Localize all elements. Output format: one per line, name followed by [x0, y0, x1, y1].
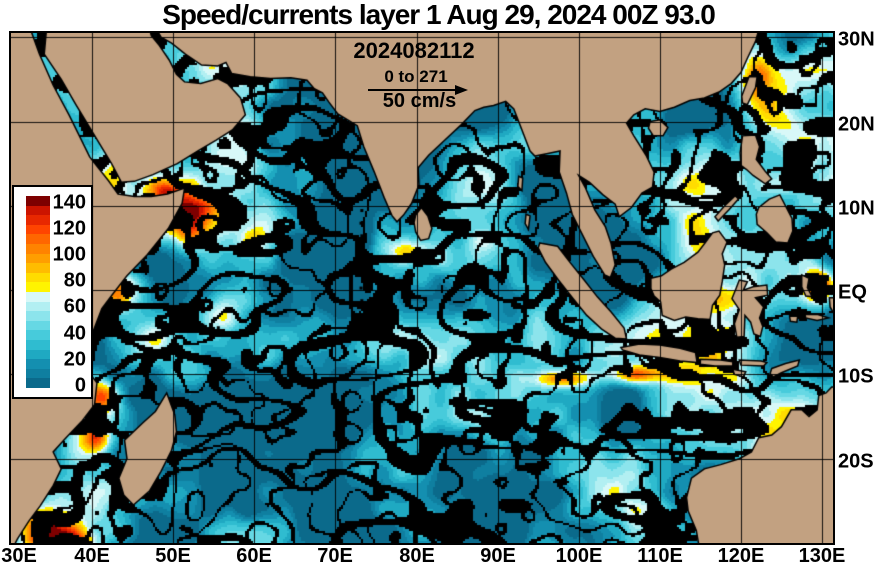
lat-label-10s: 10S: [838, 365, 874, 388]
colorbar-segment: [26, 291, 50, 302]
colorbar-segment: [26, 282, 50, 292]
lon-label-130e: 130E: [798, 545, 846, 565]
colorbar-tick: 60: [63, 295, 86, 318]
lon-label-110e: 110E: [637, 545, 683, 565]
map-canvas: [11, 33, 833, 543]
colorbar-segment: [26, 311, 50, 321]
run-timestamp: 2024082112: [353, 38, 475, 63]
colorbar-tick: 40: [63, 322, 86, 345]
lat-label-10n: 10N: [838, 197, 875, 220]
colorbar-tick: 0: [74, 374, 86, 397]
colorbar-segment: [26, 349, 50, 360]
lon-label-40e: 40E: [74, 545, 110, 565]
vector-scale-arrow-icon: [368, 85, 468, 95]
vector-scale-label: 50 cm/s: [382, 90, 457, 112]
colorbar-segment: [26, 224, 50, 235]
lat-label-20n: 20N: [838, 113, 875, 136]
colorbar-segment: [26, 243, 50, 254]
lon-label-120e: 120E: [717, 545, 765, 565]
colorbar-tick: 120: [52, 217, 86, 240]
colorbar-segment: [26, 339, 50, 350]
lon-label-60e: 60E: [236, 545, 272, 565]
lat-label-20s: 20S: [838, 450, 874, 473]
lon-label-100e: 100E: [555, 545, 603, 565]
vector-range-label: 0 to 271: [384, 67, 448, 86]
colorbar-tick: 80: [63, 269, 86, 292]
colorbar: 140 120 100 80 60 40 20 0: [12, 185, 93, 399]
map-frame: 2024082112 0 to 271 50 cm/s: [9, 31, 835, 545]
colorbar-segment: [26, 215, 50, 225]
colorbar-segment: [26, 234, 50, 244]
lon-label-30e: 30E: [1, 545, 37, 565]
colorbar-segment: [26, 196, 50, 206]
colorbar-strip: [26, 196, 50, 388]
lon-label-80e: 80E: [399, 545, 435, 565]
colorbar-segment: [26, 368, 50, 379]
colorbar-segment: [26, 378, 50, 388]
colorbar-segment: [26, 330, 50, 340]
lon-label-70e: 70E: [317, 545, 353, 565]
colorbar-segment: [26, 272, 50, 283]
lon-label-50e: 50E: [155, 545, 191, 565]
colorbar-segment: [26, 253, 50, 264]
colorbar-segment: [26, 263, 50, 273]
colorbar-segment: [26, 301, 50, 312]
colorbar-tick-labels: 140 120 100 80 60 40 20 0: [52, 191, 86, 396]
page-title: Speed/currents layer 1 Aug 29, 2024 00Z …: [162, 0, 716, 30]
colorbar-segment: [26, 205, 50, 216]
colorbar-tick: 140: [52, 191, 86, 214]
colorbar-segment: [26, 359, 50, 369]
lat-label-eq: EQ: [838, 281, 867, 304]
lon-label-90e: 90E: [480, 545, 516, 565]
lat-label-30n: 30N: [838, 28, 875, 51]
colorbar-tick: 20: [63, 348, 86, 371]
colorbar-segment: [26, 320, 50, 331]
colorbar-tick: 100: [52, 243, 86, 266]
